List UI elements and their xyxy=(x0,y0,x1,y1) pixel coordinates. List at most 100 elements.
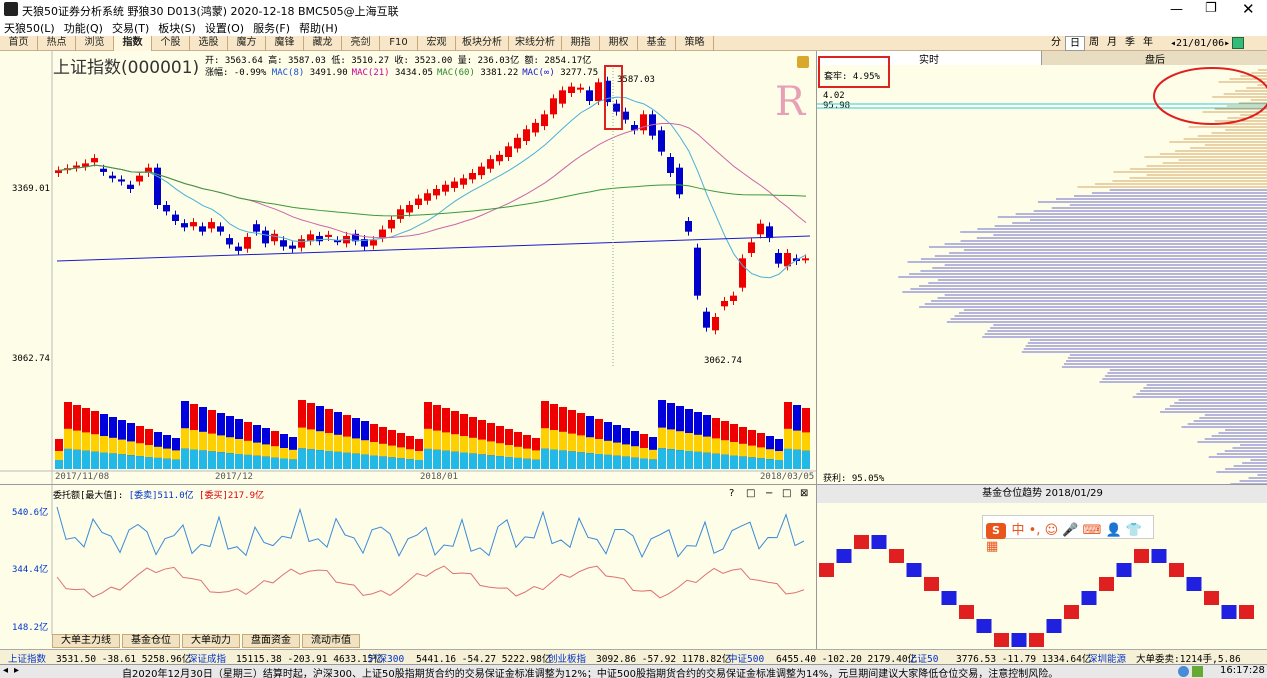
period-tab-0[interactable]: 分 xyxy=(1051,37,1061,48)
menu-function[interactable]: 功能(Q) xyxy=(63,22,103,35)
ime-toolbar[interactable]: S 中 •, ☺ 🎤 ⌨ 👤 👕 ▦ xyxy=(982,515,1154,554)
tab-12[interactable]: 板块分析 xyxy=(456,36,509,51)
volume-bar-mid xyxy=(181,428,189,449)
volume-bar-low xyxy=(208,451,216,469)
candle xyxy=(415,198,422,205)
kline-chart-pane[interactable]: 上证指数(000001) 开: 3563.64 高: 3587.03 低: 35… xyxy=(0,51,816,484)
tab-11[interactable]: 宏观 xyxy=(418,36,456,51)
volume-bar-mid xyxy=(388,445,396,458)
close-icon[interactable]: ✕ xyxy=(1242,0,1255,18)
candle xyxy=(73,165,80,168)
fund-cell xyxy=(994,633,1009,647)
restore-icon[interactable]: ❐ xyxy=(1205,1,1217,16)
tab-2[interactable]: 浏览 xyxy=(76,36,114,51)
maximize-pane-icon[interactable]: □ xyxy=(782,488,792,499)
volume-bar-mid xyxy=(793,430,801,450)
candle xyxy=(163,205,170,212)
volume-bar-low xyxy=(658,448,666,469)
period-tab-2[interactable]: 周 xyxy=(1089,37,1099,48)
volume-bar-low xyxy=(433,449,441,469)
oscillator-pane[interactable]: 委托额[最大值]: [委卖]511.0亿 [委买]217.9亿 ? □ − □ … xyxy=(0,484,816,635)
tab-16[interactable]: 基金 xyxy=(638,36,676,51)
tab-after-hours[interactable]: 盘后 xyxy=(1042,51,1267,66)
volume-bar-low xyxy=(199,450,207,469)
ticker-name[interactable]: 创业板指 xyxy=(548,654,587,664)
volume-bar-mid xyxy=(163,448,171,459)
tab-1[interactable]: 热点 xyxy=(38,36,76,51)
fund-cell xyxy=(941,591,957,605)
lock-icon[interactable] xyxy=(797,56,809,68)
volume-bar-low xyxy=(685,451,693,469)
tab-3[interactable]: 指数 xyxy=(114,36,152,51)
tab-big-order-line[interactable]: 大单主力线 xyxy=(52,634,120,648)
volume-bar-low xyxy=(505,457,513,469)
fund-trend-title: 基金仓位趋势 2018/01/29 xyxy=(817,485,1267,503)
tab-9[interactable]: 亮剑 xyxy=(342,36,380,51)
help-icon[interactable]: ? xyxy=(729,488,735,499)
minimize-pane-icon[interactable]: − xyxy=(765,488,774,499)
tab-6[interactable]: 魔方 xyxy=(228,36,266,51)
scroll-left-icon[interactable]: ◂ xyxy=(3,665,9,676)
ma-line xyxy=(58,96,807,279)
date-navigator[interactable]: ◂21/01/06▸ xyxy=(1170,38,1231,49)
ticker-name[interactable]: 中证500 xyxy=(728,654,765,664)
ohlc-line: 开: 3563.64 高: 3587.03 低: 3510.27 收: 3523… xyxy=(205,56,592,66)
period-tab-4[interactable]: 季 xyxy=(1125,37,1135,48)
ime-icons[interactable]: 中 •, ☺ 🎤 ⌨ 👤 👕 ▦ xyxy=(986,523,1142,554)
volume-bar-low xyxy=(784,448,792,469)
tab-4[interactable]: 个股 xyxy=(152,36,190,51)
ticker-name[interactable]: 沪深300 xyxy=(368,654,405,664)
tab-15[interactable]: 期权 xyxy=(600,36,638,51)
period-tab-1[interactable]: 日 xyxy=(1065,36,1085,51)
restore-pane-icon[interactable]: □ xyxy=(746,488,756,499)
candle xyxy=(235,246,242,251)
ticker-name[interactable]: 上证指数 xyxy=(8,654,47,664)
tab-17[interactable]: 策略 xyxy=(676,36,714,51)
tab-float-cap[interactable]: 流动市值 xyxy=(302,634,360,648)
tab-7[interactable]: 魔锋 xyxy=(266,36,304,51)
ticker-values: 3531.50 -38.61 5258.96亿 xyxy=(56,654,192,664)
tab-big-order-power[interactable]: 大单动力 xyxy=(182,634,240,648)
app-tray-icon xyxy=(1192,666,1203,677)
volume-bar-low xyxy=(226,453,234,469)
candle xyxy=(172,214,179,221)
scroll-right-icon[interactable]: ▸ xyxy=(14,665,20,676)
fund-cell xyxy=(906,563,922,577)
trap-ratio-box: 套牢: 4.95% xyxy=(818,56,890,88)
menu-help[interactable]: 帮助(H) xyxy=(299,22,338,35)
volume-bar-mid xyxy=(415,451,423,460)
menu-settings[interactable]: 设置(O) xyxy=(204,22,245,35)
tab-8[interactable]: 藏龙 xyxy=(304,36,342,51)
menu-service[interactable]: 服务(F) xyxy=(253,22,291,35)
period-tab-3[interactable]: 月 xyxy=(1107,37,1117,48)
fund-cell xyxy=(1116,563,1132,577)
close-pane-icon[interactable]: ⊠ xyxy=(800,488,809,499)
minimize-icon[interactable]: — xyxy=(1170,2,1183,17)
candle xyxy=(586,90,593,101)
tab-market-funds[interactable]: 盘面资金 xyxy=(242,634,300,648)
calendar-icon[interactable] xyxy=(1232,37,1244,49)
period-tab-5[interactable]: 年 xyxy=(1143,37,1153,48)
ma-line xyxy=(58,164,807,217)
volume-bar-low xyxy=(136,456,144,469)
volume-bar-mid xyxy=(172,450,180,460)
tab-14[interactable]: 期指 xyxy=(562,36,600,51)
tab-fund-position[interactable]: 基金仓位 xyxy=(122,634,180,648)
volume-bar-low xyxy=(478,454,486,469)
tab-realtime[interactable]: 实时 xyxy=(817,51,1042,66)
tab-13[interactable]: 宋线分析 xyxy=(509,36,562,51)
menu-trade[interactable]: 交易(T) xyxy=(111,22,150,35)
volume-bar-mid xyxy=(703,436,711,453)
ticker-name[interactable]: 深证成指 xyxy=(188,654,227,664)
volume-bar-mid xyxy=(424,428,432,449)
tab-0[interactable]: 首页 xyxy=(0,36,38,51)
menu-tianlang[interactable]: 天狼50(L) xyxy=(4,22,55,35)
ime-logo-icon[interactable]: S xyxy=(986,523,1006,539)
menu-sector[interactable]: 板块(S) xyxy=(158,22,196,35)
oscillator-svg xyxy=(51,485,805,635)
volume-bar-mid xyxy=(118,439,126,455)
ticker-name[interactable]: 上证50 xyxy=(908,654,939,664)
tab-10[interactable]: F10 xyxy=(380,36,418,51)
tab-5[interactable]: 选股 xyxy=(190,36,228,51)
ticker-name[interactable]: 深圳能源 xyxy=(1088,654,1127,664)
